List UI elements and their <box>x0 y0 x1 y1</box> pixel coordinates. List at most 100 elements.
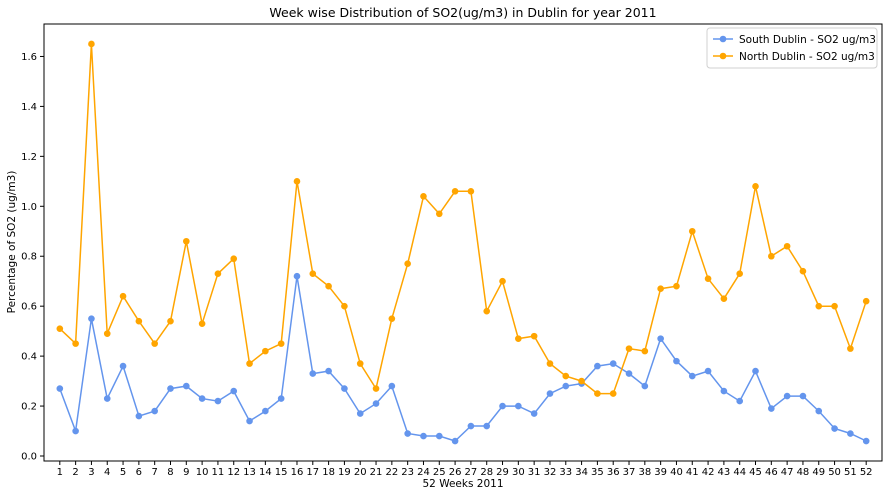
data-point <box>515 402 522 410</box>
data-point <box>704 367 712 375</box>
data-point <box>356 360 364 367</box>
data-point <box>673 357 680 365</box>
x-tick-label: 15 <box>275 467 288 478</box>
x-tick-label: 22 <box>385 467 398 478</box>
data-point <box>641 347 649 355</box>
data-point <box>309 270 317 278</box>
data-point <box>72 427 79 435</box>
data-point <box>483 307 491 315</box>
y-tick-label: 0.2 <box>21 402 37 413</box>
series-1 <box>56 272 870 445</box>
y-tick-label: 1.0 <box>21 202 37 213</box>
data-point <box>688 372 696 380</box>
data-point <box>435 210 443 218</box>
data-point <box>862 437 870 445</box>
x-tick-label: 27 <box>465 467 478 478</box>
data-point <box>183 237 190 245</box>
x-tick-label: 42 <box>702 467 715 478</box>
data-point <box>135 412 143 420</box>
x-tick-label: 32 <box>544 467 557 478</box>
x-tick-label: 46 <box>765 467 778 478</box>
x-tick-label: 36 <box>607 467 620 478</box>
data-point <box>657 335 664 342</box>
data-point <box>198 395 206 402</box>
data-point <box>230 255 238 263</box>
x-tick-label: 12 <box>227 467 240 478</box>
data-point <box>562 372 570 380</box>
x-tick-label: 18 <box>322 467 335 478</box>
data-point <box>625 370 633 377</box>
x-tick-label: 2 <box>72 467 78 478</box>
legend: South Dublin - SO2 ug/m3 North Dublin - S… <box>706 27 878 69</box>
data-point <box>372 385 380 392</box>
x-tick-label: 40 <box>670 467 683 478</box>
data-point <box>88 40 95 48</box>
x-tick-label: 50 <box>828 467 841 478</box>
data-point <box>451 437 459 445</box>
data-point <box>246 360 253 367</box>
x-axis-title: 52 Weeks 2011 <box>423 478 504 490</box>
x-tick-label: 51 <box>844 467 857 478</box>
data-point <box>262 407 269 415</box>
data-point <box>499 402 506 410</box>
x-tick-label: 19 <box>338 467 351 478</box>
data-point <box>815 407 823 415</box>
data-point <box>831 425 838 432</box>
data-point <box>420 193 427 200</box>
legend-label: North Dublin - SO2 ug/m3 <box>739 51 875 63</box>
data-point <box>388 315 396 322</box>
data-point <box>783 242 791 250</box>
data-point <box>862 297 870 305</box>
x-tick-label: 4 <box>104 467 110 478</box>
data-point <box>515 335 522 342</box>
data-point <box>736 270 743 278</box>
data-point <box>325 282 332 290</box>
legend-marker <box>719 52 727 60</box>
data-point <box>341 302 348 310</box>
data-point <box>673 282 680 290</box>
data-point <box>831 302 838 310</box>
data-point <box>530 410 538 417</box>
data-point <box>594 390 601 397</box>
data-point <box>720 295 728 302</box>
data-point <box>404 260 411 268</box>
x-tick-label: 31 <box>528 467 541 478</box>
x-tick-label: 48 <box>797 467 810 478</box>
x-tick-label: 38 <box>638 467 651 478</box>
data-point <box>214 270 222 278</box>
legend-label: South Dublin - SO2 ug/m3 <box>739 34 876 46</box>
x-tick-label: 45 <box>749 467 762 478</box>
data-point <box>483 422 491 430</box>
x-tick-label: 7 <box>151 467 157 478</box>
data-point <box>578 377 585 385</box>
data-point <box>799 392 807 400</box>
data-point <box>214 397 222 405</box>
data-point <box>151 407 158 415</box>
data-point <box>625 345 633 352</box>
x-tick-label: 43 <box>718 467 731 478</box>
x-tick-label: 21 <box>370 467 383 478</box>
data-point <box>657 285 664 292</box>
x-tick-label: 5 <box>120 467 126 478</box>
data-point <box>688 227 696 235</box>
data-point <box>88 315 95 322</box>
data-point <box>768 252 775 260</box>
x-tick-label: 29 <box>496 467 509 478</box>
data-point <box>72 340 79 347</box>
series-line <box>59 276 867 442</box>
data-point <box>530 332 538 340</box>
data-point <box>783 392 791 400</box>
data-point <box>594 362 601 370</box>
y-tick-label: 0.4 <box>21 352 37 363</box>
x-tick-label: 9 <box>183 467 189 478</box>
x-tick-label: 10 <box>196 467 209 478</box>
legend-marker <box>719 35 727 43</box>
legend-item: North Dublin - SO2 ug/m3 <box>713 51 875 63</box>
x-tick-label: 16 <box>291 467 304 478</box>
data-point <box>704 275 712 283</box>
data-point <box>847 430 854 437</box>
data-point <box>356 410 364 417</box>
x-tick-label: 14 <box>259 467 272 478</box>
x-tick-label: 52 <box>860 467 873 478</box>
x-tick-label: 33 <box>559 467 572 478</box>
